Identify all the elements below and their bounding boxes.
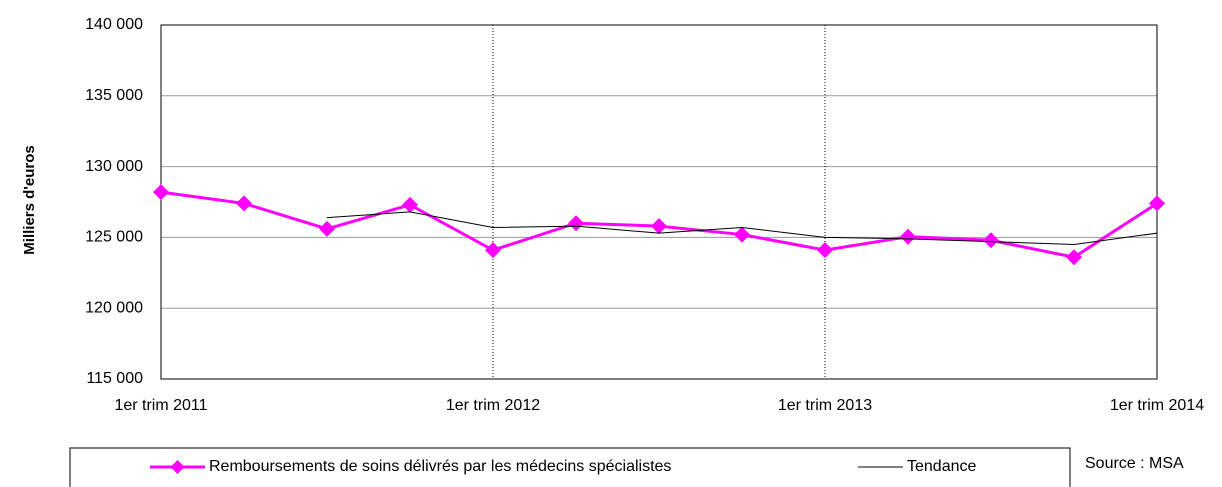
x-tick-label: 1er trim 2011 [114,397,207,414]
x-tick-label: 1er trim 2012 [446,397,540,414]
point [319,220,335,237]
legend-marker [170,460,185,474]
point [983,232,999,249]
legend-box [69,447,1071,487]
point [153,184,169,201]
point [485,242,501,259]
y-axis-label: Milliers d'euros [21,145,38,254]
y-tick-label: 140 000 [85,16,143,33]
point [236,195,252,212]
plot-area [160,24,1158,380]
point [817,242,833,259]
y-tick-label: 135 000 [85,87,143,104]
series-line [326,211,1158,245]
source: Source : MSA [1085,455,1184,472]
point [1149,195,1165,212]
point [734,226,750,243]
x-tick-label: 1er trim 2014 [1110,397,1204,414]
legend-label: Tendance [907,458,976,475]
point [900,228,916,245]
x-tick-label: 1er trim 2013 [778,397,872,414]
y-tick-label: 120 000 [85,299,143,316]
point [1066,249,1082,266]
y-tick-label: 130 000 [85,158,143,175]
y-tick-label: 125 000 [85,229,143,246]
point [651,218,667,235]
point [402,196,418,213]
point [568,215,584,232]
legend-label: Remboursements de soins délivrés par les… [209,458,671,475]
y-tick-label: 115 000 [86,370,143,387]
